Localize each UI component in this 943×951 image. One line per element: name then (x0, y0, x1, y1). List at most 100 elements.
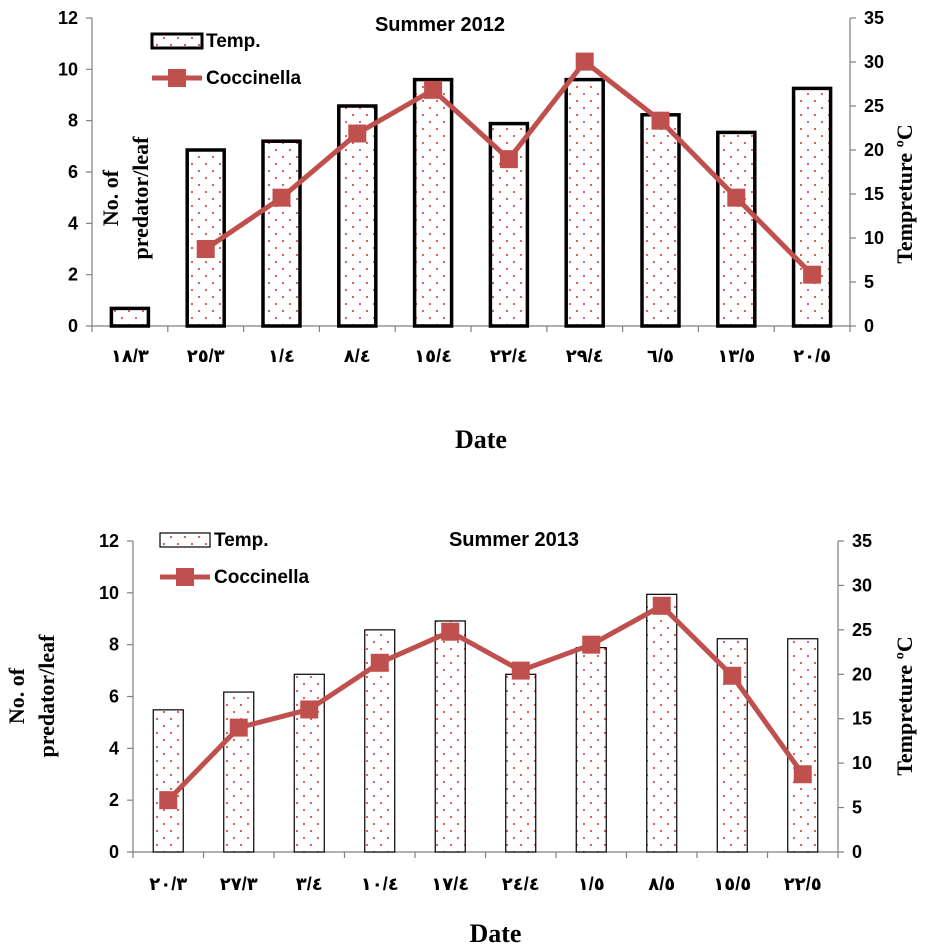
coccinella-point (651, 111, 670, 130)
y-left-tick-label: 12 (58, 8, 78, 28)
x-tick-label: ١٠/٤ (361, 874, 399, 894)
y-left-tick-label: 0 (68, 316, 78, 336)
y-right-tick-label: 20 (852, 664, 872, 684)
coccinella-point (727, 188, 746, 207)
temp-bar (109, 306, 151, 328)
y-right-tick-label: 30 (864, 52, 884, 72)
y-right-tick-label: 5 (864, 272, 874, 292)
chart-summer-2013: 0 2 4 6 8 10 12 0 5 10 15 20 25 30 35 ٢٠/٣ ٢٧/٣ ٣/٤ ١٠/٤ ١٧… (0, 478, 943, 951)
y-right-tick-label: 30 (852, 575, 872, 595)
x-tick-label: ٢٧/٣ (220, 874, 258, 894)
y-right-tick-label: 25 (852, 620, 872, 640)
coccinella-point (499, 150, 518, 169)
x-tick-label: ١٥/٥ (713, 874, 751, 894)
temp-bar (640, 113, 681, 328)
temp-bar (505, 673, 537, 853)
coccinella-point (424, 80, 443, 99)
y-left-tick-label: 10 (99, 583, 119, 603)
y-left-tick-label: 6 (68, 162, 78, 182)
x-tick-label: ٣/٤ (296, 874, 323, 894)
x-tick-label: ٢٢/٤ (490, 346, 528, 366)
x-axis-title: Date (455, 425, 507, 454)
y-right-tick-label: 5 (852, 798, 862, 818)
coccinella-point (196, 240, 215, 258)
coccinella-point (300, 700, 319, 719)
coccinella-point (370, 653, 389, 672)
coccinella-point (441, 622, 460, 641)
y-right-tick-label: 0 (864, 316, 874, 336)
x-tick-label: ٢٢/٥ (784, 874, 822, 894)
y-left-tick-label: 10 (58, 59, 78, 79)
x-tick-label: ٢٩/٤ (566, 346, 604, 366)
temp-bar (716, 130, 757, 328)
coccinella-point (793, 765, 812, 784)
legend: Temp. Coccinella (159, 530, 309, 588)
temp-bar (261, 139, 302, 328)
legend-coccinella-marker (176, 568, 194, 586)
legend-temp-swatch (150, 32, 204, 50)
y-left-tick-label: 12 (99, 531, 119, 551)
temp-bar (412, 77, 454, 328)
y-right-axis-title: Tempreture ºC (892, 636, 917, 775)
temp-bar (791, 86, 833, 328)
y-right-tick-label: 10 (864, 228, 884, 248)
y-left-axis-title-line: predator/leaf (128, 136, 153, 260)
y-left-axis-title: No. of predator/leaf (98, 136, 153, 260)
y-left-tick-label: 2 (68, 265, 78, 285)
coccinella-point (582, 635, 601, 654)
chart-title: Summer 2012 (375, 14, 505, 36)
x-tick-label: ١٧/٤ (431, 874, 469, 894)
chart-1-svg: 0 2 4 6 8 10 12 0 5 10 15 20 25 30 35 ١٨/٣ ٢٥/٣ ١/٤ ٨/٤ ١٥/… (58, 8, 917, 454)
y-left-axis-title-line: No. of (4, 667, 29, 724)
y-left-tick-label: 8 (109, 635, 119, 655)
y-left-axis-title-line: No. of (98, 169, 123, 226)
y-left-tick-label: 4 (68, 213, 78, 233)
x-tick-label: ١٥/٤ (414, 346, 452, 366)
coccinella-point (652, 596, 671, 615)
x-tick-label: ٢٤/٤ (502, 874, 540, 894)
legend-coccinella-label: Coccinella (206, 68, 301, 89)
coccinella-point (229, 718, 248, 737)
y-left-axis-title: No. of predator/leaf (4, 634, 59, 758)
x-tick-label: ١/٤ (268, 346, 295, 366)
y-right-tick-label: 35 (864, 8, 884, 28)
y-left-tick-label: 8 (68, 111, 78, 131)
coccinella-point (803, 265, 822, 284)
x-tick-label: ٢٥/٣ (187, 346, 225, 366)
y-right-axis-title: Tempreture ºC (892, 124, 917, 263)
coccinella-point (511, 661, 530, 680)
x-tick-label: ١/٥ (578, 874, 605, 894)
legend-temp-label: Temp. (214, 530, 269, 551)
y-left-tick-label: 6 (109, 687, 119, 707)
chart-summer-2012: 0 2 4 6 8 10 12 0 5 10 15 20 25 30 35 ١٨/٣ ٢٥/٣ ١/٤ ٨/٤ ١٥/… (0, 0, 943, 470)
y-right-tick-label: 15 (864, 184, 884, 204)
y-right-tick-label: 25 (864, 96, 884, 116)
x-tick-label: ٨/٥ (648, 874, 675, 894)
legend: Temp. Coccinella (150, 31, 301, 89)
x-tick-label: ٢٠/٣ (149, 874, 187, 894)
temp-bar (223, 691, 255, 853)
x-tick-label: ٢٠/٥ (793, 346, 831, 366)
x-tick-label: ٨/٤ (344, 346, 371, 366)
chart-title: Summer 2013 (449, 529, 579, 551)
y-left-tick-label: 4 (109, 738, 119, 758)
y-right-tick-label: 15 (852, 709, 872, 729)
y-right-tick-label: 35 (852, 531, 872, 551)
y-right-tick-label: 10 (852, 753, 872, 773)
coccinella-point (723, 666, 742, 685)
y-left-tick-label: 2 (109, 790, 119, 810)
temp-bar (646, 593, 678, 853)
temp-bar (787, 638, 819, 853)
legend-temp-label: Temp. (206, 31, 261, 52)
coccinella-point (159, 791, 178, 810)
y-right-tick-label: 20 (864, 140, 884, 160)
x-tick-label: ١٨/٣ (111, 346, 149, 366)
coccinella-point (348, 124, 367, 143)
x-tick-label: ٦/٥ (647, 346, 674, 366)
temp-bar (434, 620, 466, 853)
coccinella-point (575, 52, 594, 71)
legend-coccinella-marker (168, 69, 186, 87)
x-axis-title: Date (470, 919, 522, 948)
y-left-axis-title-line: predator/leaf (34, 634, 59, 758)
y-right-tick-label: 0 (852, 842, 862, 862)
